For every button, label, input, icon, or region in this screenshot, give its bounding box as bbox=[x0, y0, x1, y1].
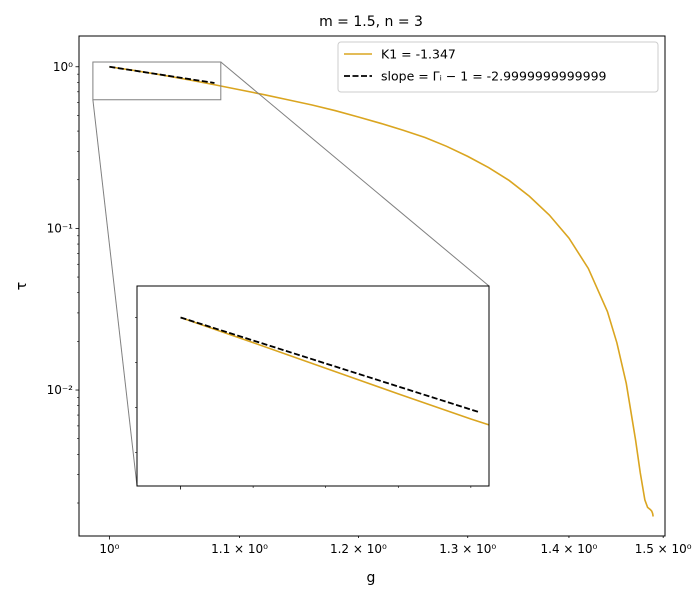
zoom-indicator bbox=[92, 61, 490, 487]
inset-plot bbox=[135, 285, 490, 490]
chart-title: m = 1.5, n = 3 bbox=[319, 14, 423, 30]
x-tick-label-6: 1.5 × 10⁰ bbox=[635, 542, 692, 556]
zoom-region-box bbox=[92, 61, 222, 101]
x-axis-label: g bbox=[367, 570, 376, 586]
x-tick-label-5: 1.4 × 10⁰ bbox=[541, 542, 598, 556]
x-tick-label-2: 1.1 × 10⁰ bbox=[211, 542, 268, 556]
y-axis-label: τ bbox=[14, 282, 30, 290]
legend-box bbox=[337, 41, 659, 93]
series-line-2 bbox=[109, 65, 215, 84]
inset-background bbox=[137, 286, 489, 486]
plot-frame bbox=[78, 35, 666, 537]
zoom-connector-right bbox=[220, 61, 490, 287]
legend-label-2: slope = Γᵢ − 1 = -2.9999999999999 bbox=[381, 69, 607, 84]
legend: K1 = -1.347 slope = Γᵢ − 1 = -2.999999999… bbox=[337, 41, 659, 93]
inset-frame bbox=[136, 285, 490, 487]
main-plot: 10⁰ 1.1 × 10⁰ 1.2 × 10⁰ 1.3 × 10⁰ 1.4 × 10⁰ 1… bbox=[47, 35, 692, 556]
x-tick-label-4: 1.3 × 10⁰ bbox=[439, 542, 496, 556]
series-line-1 bbox=[109, 65, 654, 517]
x-tick-label-1: 10⁰ bbox=[99, 542, 119, 556]
y-tick-label-1: 10⁰ bbox=[53, 60, 73, 74]
inset-series-line-2 bbox=[180, 316, 479, 413]
y-tick-label-2: 10⁻¹ bbox=[47, 221, 74, 235]
zoom-connector-left bbox=[92, 99, 138, 487]
inset-series-line-1 bbox=[180, 316, 490, 426]
x-tick-label-3: 1.2 × 10⁰ bbox=[330, 542, 387, 556]
legend-label-1: K1 = -1.347 bbox=[381, 47, 456, 62]
y-tick-label-3: 10⁻² bbox=[47, 383, 74, 397]
